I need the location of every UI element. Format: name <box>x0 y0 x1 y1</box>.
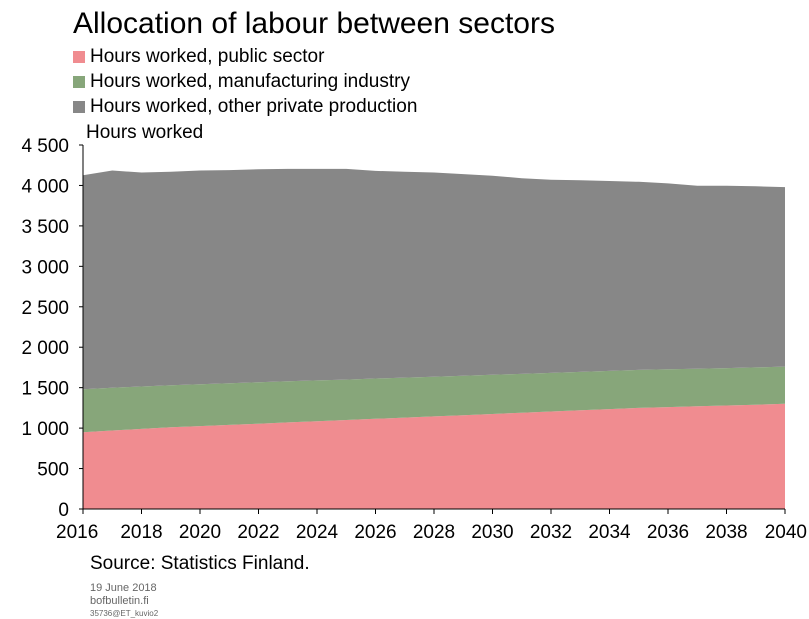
legend-swatch-public-sector <box>73 50 85 63</box>
y-tick-label: 3 500 <box>21 217 69 238</box>
area-series-group <box>83 168 785 509</box>
x-tick-label: 2016 <box>56 522 98 543</box>
x-tick-label: 2028 <box>413 522 455 543</box>
x-tick-label: 2020 <box>179 522 221 543</box>
source-note: Source: Statistics Finland. <box>90 553 310 574</box>
y-tick-label: 4 500 <box>21 136 69 157</box>
y-tick-label: 2 000 <box>21 338 69 359</box>
legend-label-manufacturing: Hours worked, manufacturing industry <box>90 70 410 92</box>
y-axis-label: Hours worked <box>86 122 203 143</box>
x-tick-label: 2038 <box>705 522 747 543</box>
x-tick-label: 2034 <box>588 522 631 543</box>
legend-swatch-other-private <box>73 100 85 113</box>
x-tick-label: 2018 <box>120 522 162 543</box>
area-manufacturing <box>83 366 785 433</box>
y-tick-label: 1 500 <box>21 379 69 400</box>
y-tick-label: 500 <box>37 460 69 481</box>
x-tick-label: 2032 <box>530 522 572 543</box>
y-tick-label: 1 000 <box>21 419 69 440</box>
area-public-sector <box>83 403 785 509</box>
legend-label-other-private: Hours worked, other private production <box>90 95 418 117</box>
y-tick-label: 0 <box>58 500 69 521</box>
y-tick-label: 3 000 <box>21 257 69 278</box>
axes-group: 0 500 1 000 1 500 2 000 2 500 3 000 3 500 4 000 4… <box>21 136 807 543</box>
publication-site: bofbulletin.fi <box>90 595 149 607</box>
x-tick-label: 2024 <box>296 522 339 543</box>
x-tick-label: 2022 <box>237 522 279 543</box>
legend-item-other-private: Hours worked, other private production <box>73 94 417 119</box>
publication-date: 19 June 2018 <box>90 582 157 594</box>
x-tick-label: 2040 <box>765 522 807 543</box>
legend-swatch-manufacturing <box>73 75 85 88</box>
y-tick-label: 2 500 <box>21 298 69 319</box>
legend-item-public-sector: Hours worked, public sector <box>73 44 417 69</box>
y-tick-label: 4 000 <box>21 176 69 197</box>
area-other-private <box>83 168 785 390</box>
legend-label-public-sector: Hours worked, public sector <box>90 45 325 67</box>
x-tick-label: 2036 <box>647 522 689 543</box>
legend-item-manufacturing: Hours worked, manufacturing industry <box>73 69 417 94</box>
figure-code: 35736@ET_kuvio2 <box>90 609 159 618</box>
chart-title: Allocation of labour between sectors <box>73 7 555 40</box>
x-tick-label: 2026 <box>354 522 396 543</box>
chart-legend: Hours worked, public sector Hours worked… <box>73 44 417 119</box>
x-tick-label: 2030 <box>471 522 513 543</box>
